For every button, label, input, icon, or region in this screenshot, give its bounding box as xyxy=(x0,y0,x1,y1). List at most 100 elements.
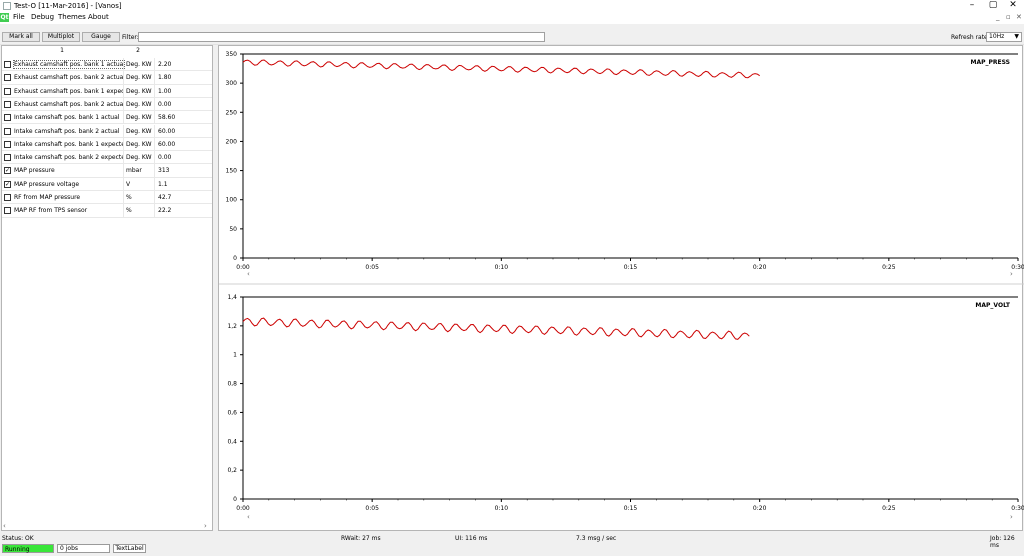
table-row[interactable]: ✓ MAP pressure voltage V 1.1 xyxy=(2,177,212,191)
filter-label: Filter: xyxy=(122,34,139,41)
table-row[interactable]: ✓ MAP pressure mbar 313 xyxy=(2,164,212,178)
refresh-rate-select[interactable]: 10Hz ▼ xyxy=(986,32,1022,42)
table-row[interactable]: Intake camshaft pos. bank 1 expected Deg.… xyxy=(2,137,212,152)
menu-about[interactable]: About xyxy=(88,13,109,21)
menu-debug[interactable]: Debug xyxy=(31,13,55,21)
scroll-right-icon: › xyxy=(1010,513,1013,521)
job-readout: Job: 126 ms xyxy=(990,535,1015,549)
restore-icon[interactable]: ▢ xyxy=(988,0,998,10)
signal-value: 42.7 xyxy=(158,194,172,201)
row-checkbox[interactable] xyxy=(4,114,11,122)
signal-value: 22.2 xyxy=(158,207,172,215)
x-tick-label: 0:05 xyxy=(365,505,379,512)
mdi-minimize-icon[interactable]: _ xyxy=(996,13,1000,21)
qt-logo-icon: Qt xyxy=(0,13,9,22)
y-tick-label: 0 xyxy=(233,255,237,262)
signal-name: MAP pressure xyxy=(14,167,55,175)
row-checkbox[interactable] xyxy=(4,87,11,95)
row-checkbox[interactable] xyxy=(4,207,11,215)
row-checkbox[interactable] xyxy=(4,194,11,201)
mdi-restore-icon[interactable]: ▫ xyxy=(1006,13,1011,21)
x-tick-label: 0:30 xyxy=(1011,505,1024,512)
menu-themes[interactable]: Themes xyxy=(58,13,86,21)
signal-value: 313 xyxy=(158,167,170,175)
table-row[interactable]: Exhaust camshaft pos. bank 2 actual Deg. … xyxy=(2,71,212,85)
x-tick-label: 0:10 xyxy=(495,264,509,271)
row-checkbox[interactable] xyxy=(4,61,11,68)
scroll-left-icon[interactable]: ‹ xyxy=(3,522,6,530)
signal-value: 1.1 xyxy=(158,180,168,188)
table-row[interactable]: Exhaust camshaft pos. bank 2 actual Deg. … xyxy=(2,97,212,112)
scroll-right-icon[interactable]: › xyxy=(204,522,207,530)
y-tick-label: 150 xyxy=(226,168,238,175)
row-checkbox[interactable] xyxy=(4,127,11,135)
mdi-close-icon[interactable]: ✕ xyxy=(1016,13,1022,21)
y-tick-label: 200 xyxy=(226,138,238,145)
signal-value: 60.00 xyxy=(158,127,176,135)
plot-panel: MAP_PRESS 0 50 100 150 200 250 300 350 0:00 0:05 0:… xyxy=(218,45,1024,531)
y-tick-label: 1 xyxy=(233,352,237,359)
rwait-readout: RWait: 27 ms xyxy=(341,535,381,542)
signal-name: Intake camshaft pos. bank 2 actual xyxy=(14,127,120,135)
signal-value: 0.00 xyxy=(158,154,172,162)
y-tick-label: 0,6 xyxy=(227,409,237,416)
row-checkbox[interactable]: ✓ xyxy=(4,180,11,188)
filter-input[interactable] xyxy=(138,32,545,42)
table-row[interactable]: Intake camshaft pos. bank 2 actual Deg. K… xyxy=(2,124,212,138)
series-line xyxy=(242,59,760,79)
table-row[interactable]: Exhaust camshaft pos. bank 1 actual Deg. … xyxy=(2,58,212,72)
signal-name: Intake camshaft pos. bank 1 actual xyxy=(14,114,120,122)
signal-unit: Deg. KW xyxy=(126,154,152,162)
signal-unit: % xyxy=(126,207,132,215)
table-header-col1[interactable]: 1 xyxy=(60,47,64,54)
signal-value: 1.00 xyxy=(158,87,172,95)
x-tick-label: 0:00 xyxy=(236,505,250,512)
chart-title: MAP_VOLT xyxy=(975,302,1010,309)
row-checkbox[interactable]: ✓ xyxy=(4,167,11,175)
y-tick-label: 1,2 xyxy=(227,323,237,330)
signal-name: Intake camshaft pos. bank 1 expected xyxy=(14,140,124,148)
scroll-left-icon: ‹ xyxy=(247,513,250,521)
x-tick-label: 0:15 xyxy=(624,264,638,271)
y-tick-label: 300 xyxy=(226,80,238,87)
mark-all-button[interactable]: Mark all xyxy=(2,32,40,42)
table-row[interactable]: Intake camshaft pos. bank 2 expected Deg.… xyxy=(2,151,212,165)
signal-name: RF from MAP pressure xyxy=(14,194,81,201)
plots-svg: MAP_PRESS 0 50 100 150 200 250 300 350 0:00 0:05 0:… xyxy=(219,51,1024,521)
x-tick-label: 0:25 xyxy=(882,505,896,512)
signal-unit: mbar xyxy=(126,167,142,175)
series-line xyxy=(242,317,750,340)
table-row[interactable]: Intake camshaft pos. bank 1 actual Deg. K… xyxy=(2,111,212,125)
gauge-button[interactable]: Gauge xyxy=(82,32,120,42)
chevron-down-icon: ▼ xyxy=(1014,33,1019,40)
table-row[interactable]: RF from MAP pressure% 42.7 xyxy=(2,191,212,205)
y-tick-label: 1,4 xyxy=(227,294,237,301)
y-tick-label: 0,4 xyxy=(227,438,237,445)
y-tick-label: 250 xyxy=(226,109,238,116)
table-header-col2[interactable]: 2 xyxy=(136,47,140,54)
signal-value: 58.60 xyxy=(158,114,176,122)
x-tick-label: 0:30 xyxy=(1011,264,1024,271)
multiplot-button[interactable]: Multiplot xyxy=(42,32,80,42)
signal-unit: V xyxy=(126,180,131,188)
x-tick-label: 0:25 xyxy=(882,264,896,271)
scroll-left-icon: ‹ xyxy=(247,270,250,278)
minimize-icon[interactable]: – xyxy=(969,0,975,10)
menu-bar xyxy=(0,12,1024,24)
menu-file[interactable]: File xyxy=(13,13,25,21)
signal-name: Exhaust camshaft pos. bank 2 actual xyxy=(14,74,124,82)
table-row[interactable]: MAP RF from TPS sensor% 22.2 xyxy=(2,204,212,218)
close-icon[interactable]: ✕ xyxy=(1009,0,1017,10)
chart-title: MAP_PRESS xyxy=(970,59,1010,66)
x-tick-label: 0:00 xyxy=(236,264,250,271)
y-tick-label: 100 xyxy=(226,197,238,204)
row-checkbox[interactable] xyxy=(4,100,11,108)
signal-name: Exhaust camshaft pos. bank 2 actual xyxy=(14,100,124,108)
row-checkbox[interactable] xyxy=(4,74,11,82)
y-tick-label: 0 xyxy=(233,496,237,503)
row-checkbox[interactable] xyxy=(4,140,11,148)
row-checkbox[interactable] xyxy=(4,154,11,162)
table-row[interactable]: Exhaust camshaft pos. bank 1 expected Deg… xyxy=(2,84,212,98)
signal-value: 1.80 xyxy=(158,74,172,82)
window-title: Test-O [11-Mar-2016] - [Vanos] xyxy=(14,2,122,10)
